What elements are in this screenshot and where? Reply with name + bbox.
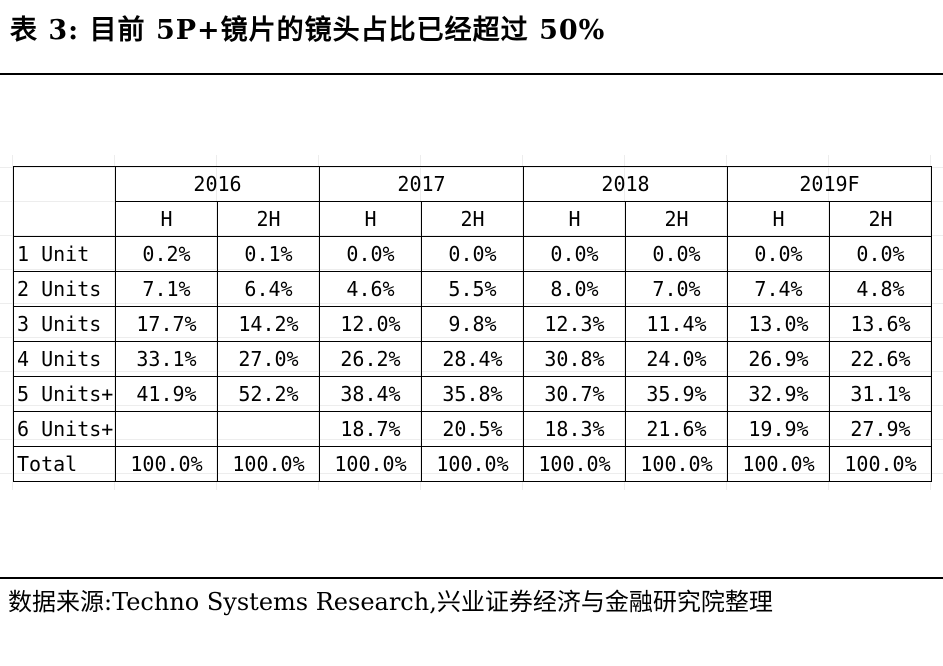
half-header: 2H <box>625 201 728 237</box>
year-header-row: 2016 2017 2018 2019F <box>13 166 932 237</box>
table-cell: 100.0% <box>625 446 728 482</box>
table-cell: 7.1% <box>115 271 218 307</box>
table-cell: 27.9% <box>829 411 932 447</box>
table-cell: 28.4% <box>421 341 524 377</box>
table-cell: 41.9% <box>115 376 218 412</box>
table-cell: 38.4% <box>319 376 422 412</box>
table-cell: 24.0% <box>625 341 728 377</box>
half-header: 2H <box>421 201 524 237</box>
table-cell: 26.9% <box>727 341 830 377</box>
year-header: 2016 <box>115 166 320 202</box>
table-cell: 31.1% <box>829 376 932 412</box>
table-cell: 0.0% <box>727 236 830 272</box>
source-note: 数据来源:Techno Systems Research,兴业证券经济与金融研究… <box>8 588 773 616</box>
table-cell: 100.0% <box>421 446 524 482</box>
table-cell: 22.6% <box>829 341 932 377</box>
table-cell: 0.0% <box>625 236 728 272</box>
table-cell: 100.0% <box>217 446 320 482</box>
corner-cell <box>13 166 116 237</box>
year-header: 2019F <box>727 166 932 202</box>
table-cell <box>115 411 218 447</box>
row-label: Total <box>13 446 116 482</box>
table-cell: 12.0% <box>319 306 422 342</box>
table-cell: 11.4% <box>625 306 728 342</box>
table-cell: 35.9% <box>625 376 728 412</box>
half-header: 2H <box>829 201 932 237</box>
table-cell: 20.5% <box>421 411 524 447</box>
source-rule <box>0 577 943 579</box>
table-row: 5 Units+ 41.9% 52.2% 38.4% 35.8% 30.7% 3… <box>13 376 932 412</box>
table-row: 2 Units 7.1% 6.4% 4.6% 5.5% 8.0% 7.0% 7.… <box>13 271 932 307</box>
table-cell: 100.0% <box>115 446 218 482</box>
table-title: 表 3: 目前 5P+镜片的镜头占比已经超过 50% <box>10 15 606 46</box>
table-cell: 4.8% <box>829 271 932 307</box>
half-header: 2H <box>217 201 320 237</box>
half-header: H <box>727 201 830 237</box>
table-cell: 100.0% <box>727 446 830 482</box>
half-header-row: H 2H H 2H H 2H H 2H <box>14 201 932 237</box>
table-cell: 100.0% <box>523 446 626 482</box>
table-cell: 6.4% <box>217 271 320 307</box>
table-cell: 21.6% <box>625 411 728 447</box>
table-cell: 0.0% <box>829 236 932 272</box>
row-label: 2 Units <box>13 271 116 307</box>
table-cell: 12.3% <box>523 306 626 342</box>
table-cell: 13.0% <box>727 306 830 342</box>
table-cell: 26.2% <box>319 341 422 377</box>
table-cell: 33.1% <box>115 341 218 377</box>
table-cell: 13.6% <box>829 306 932 342</box>
table-cell: 0.0% <box>421 236 524 272</box>
table-cell: 14.2% <box>217 306 320 342</box>
table-cell: 18.3% <box>523 411 626 447</box>
table-cell: 52.2% <box>217 376 320 412</box>
row-label: 1 Unit <box>13 236 116 272</box>
table-cell: 9.8% <box>421 306 524 342</box>
row-label: 6 Units+ <box>13 411 116 447</box>
table-cell: 7.4% <box>727 271 830 307</box>
title-rule <box>0 73 943 75</box>
table-cell: 8.0% <box>523 271 626 307</box>
half-header: H <box>115 201 218 237</box>
table-row: 1 Unit 0.2% 0.1% 0.0% 0.0% 0.0% 0.0% 0.0… <box>13 236 932 272</box>
table-cell: 18.7% <box>319 411 422 447</box>
table-cell: 0.0% <box>523 236 626 272</box>
table-cell: 0.2% <box>115 236 218 272</box>
table-row-total: Total 100.0% 100.0% 100.0% 100.0% 100.0%… <box>13 446 932 482</box>
table-cell: 4.6% <box>319 271 422 307</box>
table-cell: 35.8% <box>421 376 524 412</box>
table-cell: 30.8% <box>523 341 626 377</box>
table-cell: 7.0% <box>625 271 728 307</box>
table-cell: 100.0% <box>319 446 422 482</box>
year-header: 2017 <box>319 166 524 202</box>
row-label: 5 Units+ <box>13 376 116 412</box>
table-cell: 5.5% <box>421 271 524 307</box>
table-cell <box>217 411 320 447</box>
table-cell: 30.7% <box>523 376 626 412</box>
table-cell: 0.0% <box>319 236 422 272</box>
table-cell: 32.9% <box>727 376 830 412</box>
row-label: 4 Units <box>13 341 116 377</box>
row-label: 3 Units <box>13 306 116 342</box>
year-header: 2018 <box>523 166 728 202</box>
table-cell: 19.9% <box>727 411 830 447</box>
table-cell: 27.0% <box>217 341 320 377</box>
lens-share-table: 2016 2017 2018 2019F H 2H H 2H H 2H H 2H… <box>13 166 932 482</box>
table-cell: 100.0% <box>829 446 932 482</box>
half-header: H <box>319 201 422 237</box>
table-row: 3 Units 17.7% 14.2% 12.0% 9.8% 12.3% 11.… <box>13 306 932 342</box>
table-row: 4 Units 33.1% 27.0% 26.2% 28.4% 30.8% 24… <box>13 341 932 377</box>
table-cell: 17.7% <box>115 306 218 342</box>
half-header: H <box>523 201 626 237</box>
table-row: 6 Units+ 18.7% 20.5% 18.3% 21.6% 19.9% 2… <box>13 411 932 447</box>
table-cell: 0.1% <box>217 236 320 272</box>
